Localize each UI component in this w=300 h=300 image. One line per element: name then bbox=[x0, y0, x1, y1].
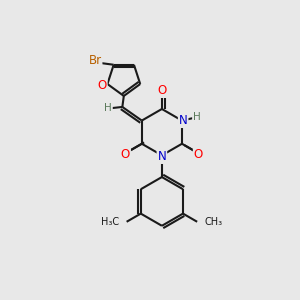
Text: O: O bbox=[194, 148, 203, 161]
Text: H₃C: H₃C bbox=[101, 217, 119, 227]
Text: O: O bbox=[157, 84, 167, 97]
Text: O: O bbox=[121, 148, 130, 161]
Text: H: H bbox=[193, 112, 201, 122]
Text: Br: Br bbox=[88, 54, 101, 67]
Text: H: H bbox=[104, 103, 112, 113]
Text: O: O bbox=[98, 79, 107, 92]
Text: N: N bbox=[158, 150, 166, 163]
Text: N: N bbox=[179, 114, 188, 127]
Text: CH₃: CH₃ bbox=[205, 217, 223, 227]
